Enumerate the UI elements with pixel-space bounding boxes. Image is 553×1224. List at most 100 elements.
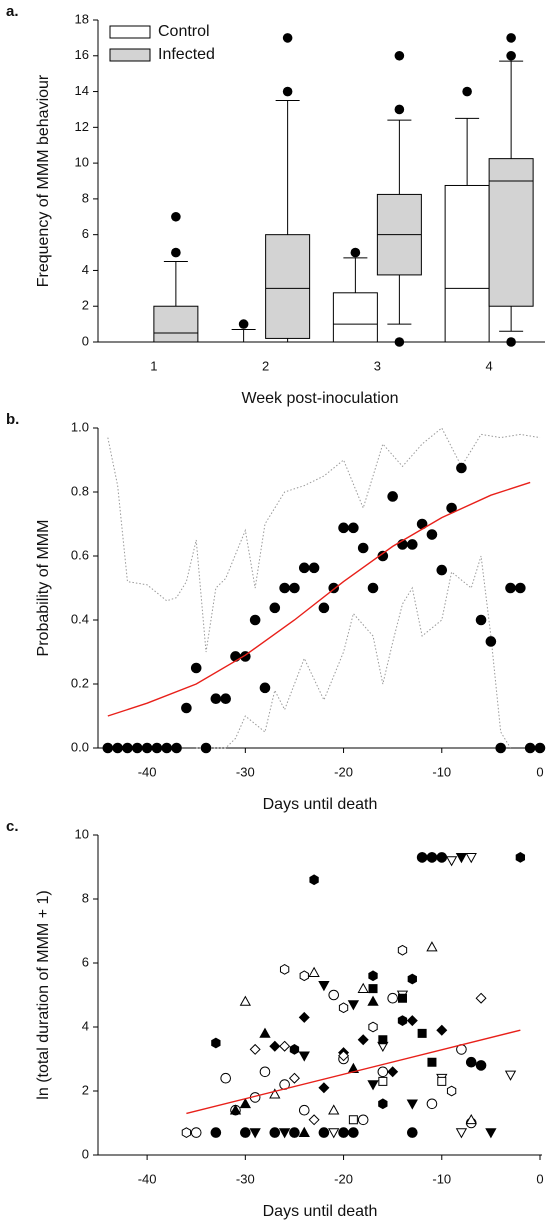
panel-label: c. [6,818,19,835]
marker [515,852,526,863]
marker [338,1050,350,1062]
marker [249,614,261,626]
marker [378,1035,388,1045]
marker [378,1076,388,1086]
marker [407,539,418,550]
marker [387,992,398,1004]
x-tick-label: 0 [536,764,543,779]
marker [427,852,437,863]
marker [102,742,114,754]
box [332,292,378,343]
marker [190,662,202,674]
marker [298,562,310,574]
x-axis-title: Week post-inoculation [241,390,398,407]
marker [259,1066,271,1078]
marker [378,1098,388,1110]
legend-label: Control [158,23,210,40]
marker [289,1127,300,1138]
y-tick-label: 10 [75,155,89,170]
legend-swatch [109,48,151,62]
marker [397,1015,408,1026]
flier [171,247,181,258]
marker [288,1072,300,1084]
x-tick-label: -20 [334,764,353,779]
marker [417,852,427,863]
marker [367,582,379,594]
flier [171,211,181,222]
y-tick-label: 0 [82,1146,89,1161]
flier [238,319,249,329]
y-tick-label: 18 [75,11,89,26]
flier [282,86,293,97]
marker [269,1040,281,1052]
marker [318,1082,330,1094]
marker [397,993,407,1003]
marker [141,742,153,754]
marker [210,1127,222,1138]
marker [436,564,448,576]
marker [308,562,320,574]
marker [328,1128,340,1139]
marker [367,1080,379,1091]
marker [299,970,309,982]
marker [318,981,330,992]
marker [485,1128,497,1139]
marker [279,1040,291,1052]
marker [338,522,349,534]
marker [397,944,408,956]
marker [269,602,281,614]
box [488,158,534,307]
marker [269,1127,281,1138]
y-tick-label: 2 [82,1082,89,1097]
marker [161,742,173,754]
marker [368,970,378,982]
marker [289,1044,300,1055]
marker [131,742,143,754]
marker [357,982,369,993]
fit-line [107,481,531,717]
marker [407,1127,418,1138]
x-axis-title: Days until death [263,796,378,813]
marker [259,1027,271,1038]
y-tick-label: 2 [82,298,89,313]
marker [475,992,487,1004]
marker [348,1127,359,1138]
x-tick-label: -30 [236,764,255,779]
marker [348,1115,358,1125]
y-tick-label: 4 [82,1018,89,1033]
panel-label: b. [6,411,19,428]
y-tick-label: 0.6 [71,547,89,562]
y-tick-label: 6 [82,226,89,241]
legend-label: Infected [158,46,215,63]
marker [239,1097,251,1109]
flier [394,50,405,61]
marker [229,1104,242,1115]
marker [308,966,320,977]
marker [426,529,438,540]
panel-label: a. [6,3,19,20]
marker [112,742,123,754]
marker [200,742,212,754]
marker [426,941,438,952]
x-tick-label: -40 [138,1171,157,1186]
marker [338,1127,349,1138]
x-tick-label: 1 [150,358,157,373]
flier [394,104,405,115]
y-tick-label: 10 [75,826,89,841]
fit-line [186,1029,521,1115]
marker [348,522,359,534]
legend-swatch [109,25,151,39]
y-tick-label: 0 [82,333,89,348]
marker [181,702,192,714]
y-tick-label: 6 [82,954,89,969]
flier [282,33,293,43]
ci-upper [107,427,541,653]
marker [298,1051,310,1062]
marker [475,1060,487,1071]
marker [406,1015,418,1027]
marker [427,1057,437,1067]
marker [504,1070,517,1081]
x-axis-title: Days until death [263,1203,378,1220]
marker [308,1114,320,1126]
marker [309,874,319,886]
